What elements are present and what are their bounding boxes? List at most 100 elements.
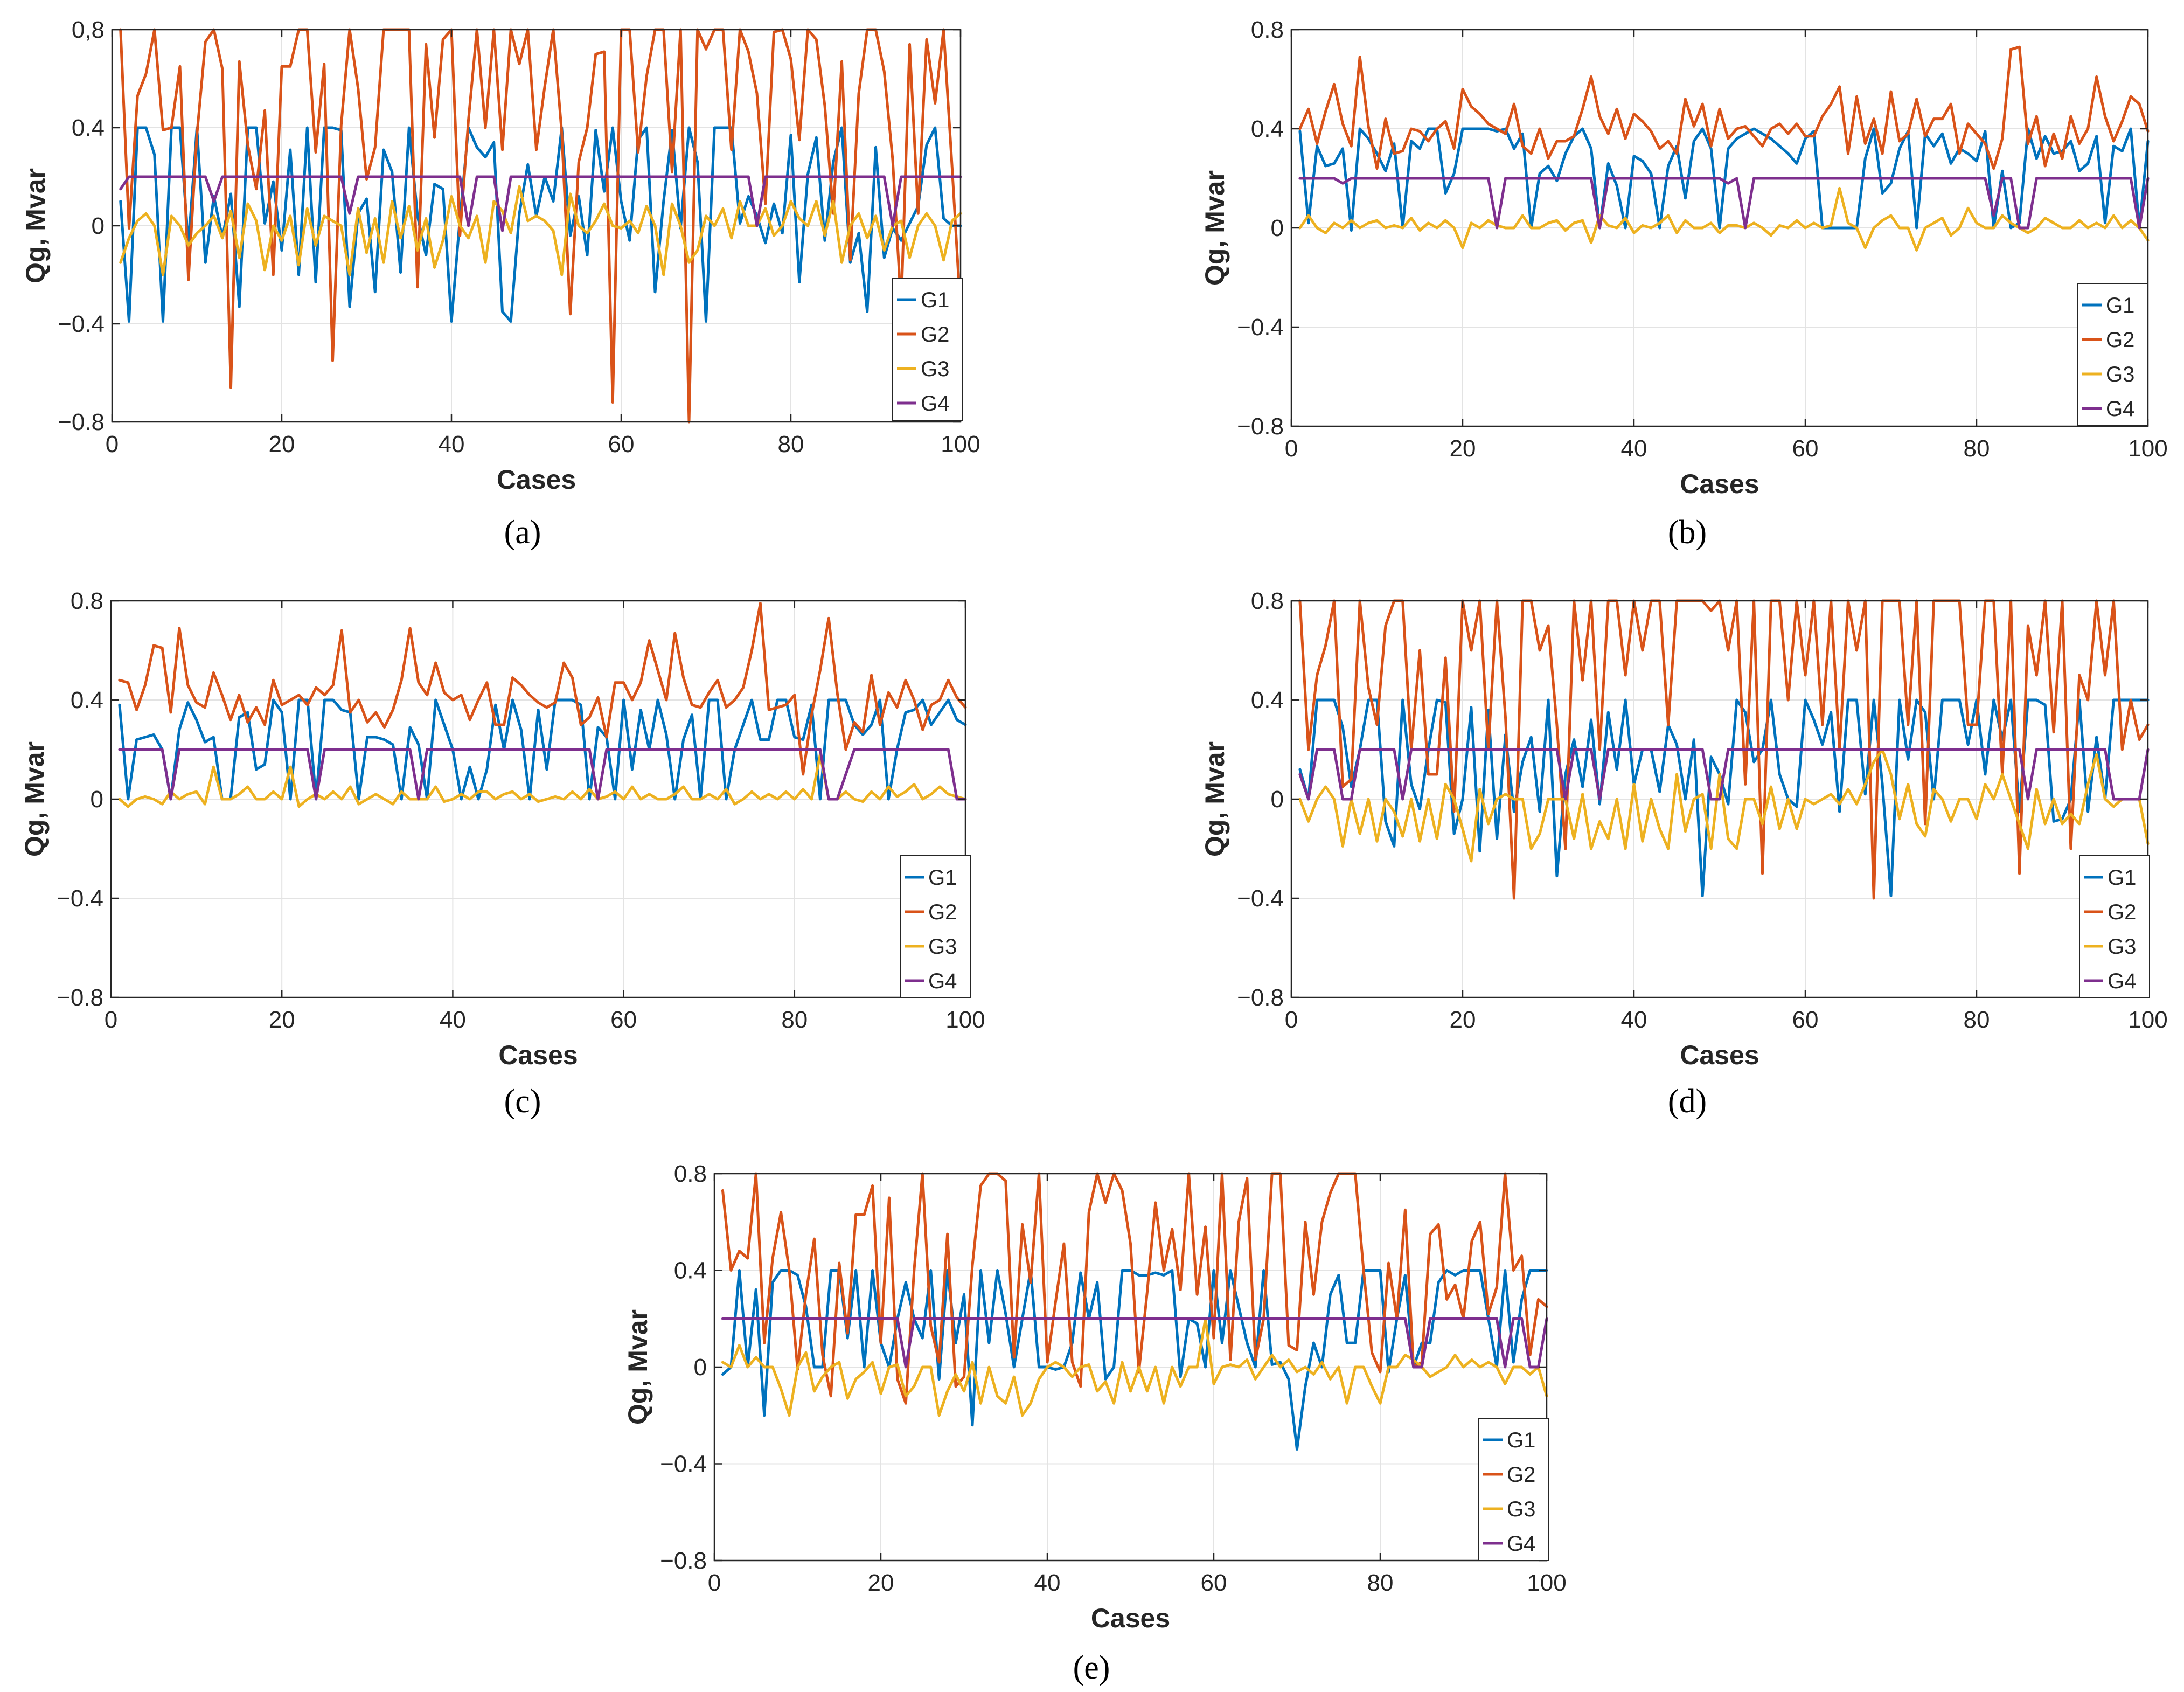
x-axis-title: Cases <box>1680 1040 1759 1070</box>
x-tick-label: 0 <box>708 1570 721 1596</box>
x-axis-title: Cases <box>1091 1603 1170 1633</box>
chart-panel-a: 0 20 40 60 80 100 −0.8 −0.4 0 0.4 0,8 Cases Qg, Mvar… <box>20 17 980 551</box>
y-tick-label: 0.8 <box>71 588 103 614</box>
series-line-g3 <box>721 1317 1548 1417</box>
series-line-g3 <box>1298 186 2150 252</box>
legend-label-g4: G4 <box>928 969 957 993</box>
y-tick-label: 0,8 <box>72 17 105 43</box>
series-line-g3 <box>119 185 962 276</box>
panel-caption: (c) <box>504 1083 541 1120</box>
y-tick-label: 0.8 <box>674 1161 707 1187</box>
x-tick-label: 40 <box>439 431 465 457</box>
y-tick-label: −0.8 <box>58 409 105 435</box>
series-line-g2 <box>1298 599 2150 900</box>
series-line-g3 <box>1298 748 2150 863</box>
panel-caption: (b) <box>1668 514 1707 551</box>
x-tick-label: 60 <box>610 1007 637 1033</box>
series-line-g1 <box>118 698 967 801</box>
x-tick-label: 100 <box>2128 435 2167 462</box>
y-tick-label: 0 <box>91 786 103 813</box>
x-tick-label: 100 <box>941 431 980 457</box>
chart-panel-e: 0 20 40 60 80 100 −0.8 −0.4 0 0.4 0.8 Cases Qg, Mvar… <box>623 1161 1567 1686</box>
panel-caption: (e) <box>1073 1649 1110 1686</box>
y-tick-label: 0.4 <box>1251 687 1284 713</box>
y-tick-label: −0.4 <box>1237 885 1284 912</box>
chart-panel-b: 0 20 40 60 80 100 −0.8 −0.4 0 0.4 0.8 Cases Qg, Mvar… <box>1200 17 2168 551</box>
x-tick-label: 60 <box>608 431 635 457</box>
series-line-g4 <box>1298 748 2150 801</box>
y-axis-title: Qg, Mvar <box>1200 170 1230 286</box>
series-line-g4 <box>1298 177 2150 230</box>
x-tick-label: 100 <box>1527 1570 1566 1596</box>
y-tick-label: 0 <box>1271 215 1284 241</box>
x-tick-label: 80 <box>1964 1007 1990 1033</box>
y-axis-title: Qg, Mvar <box>20 168 51 283</box>
legend-label-g2: G2 <box>1507 1463 1535 1487</box>
y-axis-title: Qg, Mvar <box>19 741 50 857</box>
y-tick-label: 0.8 <box>1251 588 1284 614</box>
y-tick-label: −0.4 <box>1237 314 1284 341</box>
x-tick-label: 100 <box>2128 1007 2167 1033</box>
series-line-g1 <box>1298 127 2150 232</box>
y-tick-label: 0 <box>92 213 105 239</box>
legend-label-g4: G4 <box>1507 1532 1535 1556</box>
y-tick-label: 0.4 <box>71 687 103 713</box>
legend: G1 G2 G3 G4 <box>2077 283 2148 426</box>
x-tick-label: 20 <box>1450 1007 1476 1033</box>
x-tick-label: 100 <box>945 1007 985 1033</box>
x-tick-label: 60 <box>1792 1007 1819 1033</box>
x-tick-label: 40 <box>1034 1570 1061 1596</box>
x-tick-label: 80 <box>1964 435 1990 462</box>
legend-label-g2: G2 <box>2106 328 2134 352</box>
legend: G1 G2 G3 G4 <box>892 278 963 421</box>
x-tick-label: 20 <box>269 431 295 457</box>
legend-box <box>900 855 971 998</box>
x-tick-label: 0 <box>105 1007 117 1033</box>
x-tick-label: 40 <box>440 1007 466 1033</box>
x-tick-label: 80 <box>781 1007 808 1033</box>
legend-label-g3: G3 <box>2108 935 2136 959</box>
x-tick-label: 0 <box>1285 1007 1298 1033</box>
y-axis-title: Qg, Mvar <box>1200 741 1230 857</box>
y-tick-label: −0.4 <box>58 311 105 337</box>
x-axis-title: Cases <box>497 464 576 495</box>
legend-label-g2: G2 <box>928 900 957 924</box>
x-tick-label: 80 <box>1367 1570 1394 1596</box>
legend-label-g2: G2 <box>2108 900 2136 924</box>
legend: G1 G2 G3 G4 <box>2079 855 2150 998</box>
y-tick-label: −0.8 <box>57 984 103 1011</box>
series-line-g2 <box>1298 45 2150 170</box>
legend: G1 G2 G3 G4 <box>1478 1418 1549 1561</box>
y-tick-label: −0.4 <box>57 885 103 912</box>
series-line-g2 <box>118 602 967 776</box>
legend-box <box>892 278 963 421</box>
legend-box <box>1478 1418 1549 1561</box>
y-tick-label: −0.4 <box>660 1451 707 1478</box>
y-tick-label: 0.4 <box>72 115 105 141</box>
y-tick-label: −0.8 <box>660 1548 707 1574</box>
x-tick-label: 60 <box>1792 435 1819 462</box>
series-line-g2 <box>721 1172 1548 1405</box>
x-axis-title: Cases <box>1680 469 1759 499</box>
x-tick-label: 20 <box>1450 435 1476 462</box>
legend-label-g2: G2 <box>921 323 949 346</box>
x-tick-label: 0 <box>1285 435 1298 462</box>
panel-caption: (a) <box>504 514 541 551</box>
chart-panel-d: 0 20 40 60 80 100 −0.8 −0.4 0 0.4 0.8 Cases Qg, Mvar… <box>1200 588 2168 1120</box>
x-tick-label: 20 <box>868 1570 894 1596</box>
legend-label-g1: G1 <box>928 866 957 890</box>
panel-caption: (d) <box>1668 1083 1707 1120</box>
series-line-g4 <box>118 748 967 801</box>
series-line-g4 <box>119 175 962 232</box>
y-tick-label: −0.8 <box>1237 413 1284 440</box>
y-tick-label: 0.4 <box>1251 116 1284 142</box>
legend-label-g3: G3 <box>2106 363 2134 386</box>
legend-label-g4: G4 <box>921 392 949 415</box>
legend-label-g4: G4 <box>2106 397 2134 421</box>
series-line-g2 <box>119 28 962 424</box>
x-tick-label: 40 <box>1621 1007 1647 1033</box>
legend-label-g4: G4 <box>2108 969 2136 993</box>
legend: G1 G2 G3 G4 <box>900 855 971 998</box>
